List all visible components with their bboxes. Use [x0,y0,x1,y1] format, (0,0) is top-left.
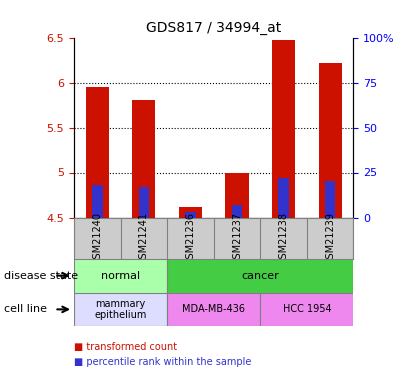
Bar [179,207,202,218]
Text: normal: normal [101,271,140,280]
Bar [167,292,260,326]
Bar [272,40,295,218]
Bar [232,205,242,218]
Bar [132,100,155,218]
Bar [260,292,353,326]
Text: GSM21236: GSM21236 [185,211,195,265]
Bar [167,259,353,292]
Bar [74,292,167,326]
Text: HCC 1954: HCC 1954 [283,304,331,314]
Bar [139,187,149,218]
Text: ■ transformed count: ■ transformed count [74,342,177,352]
Bar [278,178,289,218]
Text: MDA-MB-436: MDA-MB-436 [182,304,245,314]
Text: GSM21238: GSM21238 [279,211,289,265]
Title: GDS817 / 34994_at: GDS817 / 34994_at [146,21,282,35]
Bar [74,259,167,292]
Bar [185,212,196,217]
Text: GSM21237: GSM21237 [232,211,242,265]
Text: GSM21241: GSM21241 [139,211,149,265]
Bar [319,63,342,217]
Text: cell line: cell line [4,304,47,314]
Bar [225,172,249,217]
Text: GSM21240: GSM21240 [92,211,102,265]
Bar [92,185,102,218]
Text: mammary
epithelium: mammary epithelium [95,298,147,320]
Bar [85,87,109,218]
Text: ■ percentile rank within the sample: ■ percentile rank within the sample [74,357,252,367]
Text: disease state: disease state [4,271,78,280]
Text: GSM21239: GSM21239 [325,211,335,265]
Text: cancer: cancer [241,271,279,280]
Bar [325,182,335,218]
